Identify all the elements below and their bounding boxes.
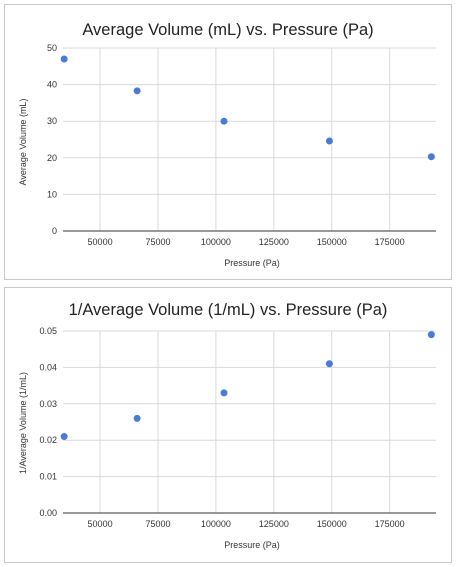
- data-point: [220, 117, 228, 125]
- y-tick-label: 0.04: [39, 362, 57, 372]
- x-tick-label: 175000: [375, 237, 405, 247]
- chart-title: Average Volume (mL) vs. Pressure (Pa): [82, 21, 373, 39]
- data-point: [325, 137, 333, 145]
- data-point: [133, 414, 141, 422]
- x-tick-label: 50000: [88, 237, 113, 247]
- data-point: [133, 87, 141, 95]
- data-point: [220, 389, 228, 397]
- data-points: [60, 55, 435, 161]
- y-tick-label: 20: [47, 153, 57, 163]
- y-tick-label: 30: [47, 116, 57, 126]
- x-tick-label: 175000: [375, 519, 405, 529]
- data-point: [427, 331, 435, 339]
- x-tick-label: 75000: [145, 519, 170, 529]
- x-tick-label: 100000: [201, 237, 231, 247]
- chart-volume-vs-pressure: Average Volume (mL) vs. Pressure (Pa) 0 1…: [4, 4, 452, 280]
- x-tick-labels: 50000 75000 100000 125000 150000 175000: [88, 519, 405, 529]
- data-points: [60, 331, 435, 441]
- x-tick-label: 150000: [317, 519, 347, 529]
- data-point: [60, 55, 68, 63]
- chart-svg: Average Volume (mL) vs. Pressure (Pa) 0 1…: [18, 21, 436, 268]
- y-tick-label: 0.00: [39, 508, 57, 518]
- y-tick-label: 0.03: [39, 399, 57, 409]
- x-tick-labels: 50000 75000 100000 125000 150000 175000: [88, 237, 405, 247]
- y-tick-label: 50: [47, 43, 57, 53]
- y-tick-label: 0.02: [39, 435, 57, 445]
- y-tick-label: 0: [52, 226, 57, 236]
- x-tick-label: 125000: [259, 519, 289, 529]
- y-tick-labels: 0 10 20 30 40 50: [47, 43, 57, 236]
- x-axis-label: Pressure (Pa): [224, 258, 280, 268]
- chart-inverse-volume-vs-pressure: 1/Average Volume (1/mL) vs. Pressure (Pa…: [4, 287, 452, 563]
- grid: [63, 330, 436, 513]
- y-tick-label: 10: [47, 189, 57, 199]
- x-tick-label: 100000: [201, 519, 231, 529]
- x-tick-label: 75000: [145, 237, 170, 247]
- y-axis-label: Average Volume (mL): [18, 99, 28, 186]
- y-tick-label: 0.05: [39, 326, 57, 336]
- chart-title: 1/Average Volume (1/mL) vs. Pressure (Pa…: [69, 301, 388, 319]
- x-tick-label: 50000: [88, 519, 113, 529]
- data-point: [427, 153, 435, 161]
- y-axis-label: 1/Average Volume (1/mL): [18, 372, 28, 474]
- y-tick-labels: 0.00 0.01 0.02 0.03 0.04 0.05: [39, 326, 57, 518]
- y-tick-label: 0.01: [39, 472, 57, 482]
- x-tick-label: 125000: [259, 237, 289, 247]
- grid: [63, 47, 436, 231]
- y-tick-label: 40: [47, 80, 57, 90]
- data-point: [325, 360, 333, 368]
- data-point: [60, 433, 68, 441]
- x-axis-label: Pressure (Pa): [224, 540, 280, 550]
- x-tick-label: 150000: [317, 237, 347, 247]
- chart-svg: 1/Average Volume (1/mL) vs. Pressure (Pa…: [18, 301, 436, 550]
